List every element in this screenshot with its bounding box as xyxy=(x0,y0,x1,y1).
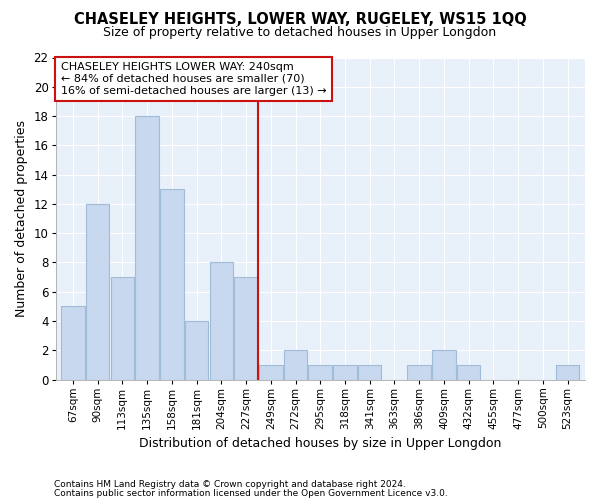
Bar xyxy=(259,365,283,380)
Bar xyxy=(135,116,159,380)
X-axis label: Distribution of detached houses by size in Upper Longdon: Distribution of detached houses by size … xyxy=(139,437,502,450)
Bar xyxy=(407,365,431,380)
Text: CHASELEY HEIGHTS, LOWER WAY, RUGELEY, WS15 1QQ: CHASELEY HEIGHTS, LOWER WAY, RUGELEY, WS… xyxy=(74,12,526,28)
Bar xyxy=(86,204,109,380)
Bar xyxy=(308,365,332,380)
Text: Contains public sector information licensed under the Open Government Licence v3: Contains public sector information licen… xyxy=(54,488,448,498)
Bar xyxy=(185,321,208,380)
Bar xyxy=(209,262,233,380)
Bar xyxy=(284,350,307,380)
Bar xyxy=(432,350,456,380)
Bar xyxy=(61,306,85,380)
Bar xyxy=(110,277,134,380)
Bar xyxy=(556,365,580,380)
Text: CHASELEY HEIGHTS LOWER WAY: 240sqm
← 84% of detached houses are smaller (70)
16%: CHASELEY HEIGHTS LOWER WAY: 240sqm ← 84%… xyxy=(61,62,326,96)
Text: Size of property relative to detached houses in Upper Longdon: Size of property relative to detached ho… xyxy=(103,26,497,39)
Bar xyxy=(160,190,184,380)
Y-axis label: Number of detached properties: Number of detached properties xyxy=(15,120,28,317)
Text: Contains HM Land Registry data © Crown copyright and database right 2024.: Contains HM Land Registry data © Crown c… xyxy=(54,480,406,489)
Bar xyxy=(234,277,258,380)
Bar xyxy=(457,365,481,380)
Bar xyxy=(333,365,357,380)
Bar xyxy=(358,365,382,380)
